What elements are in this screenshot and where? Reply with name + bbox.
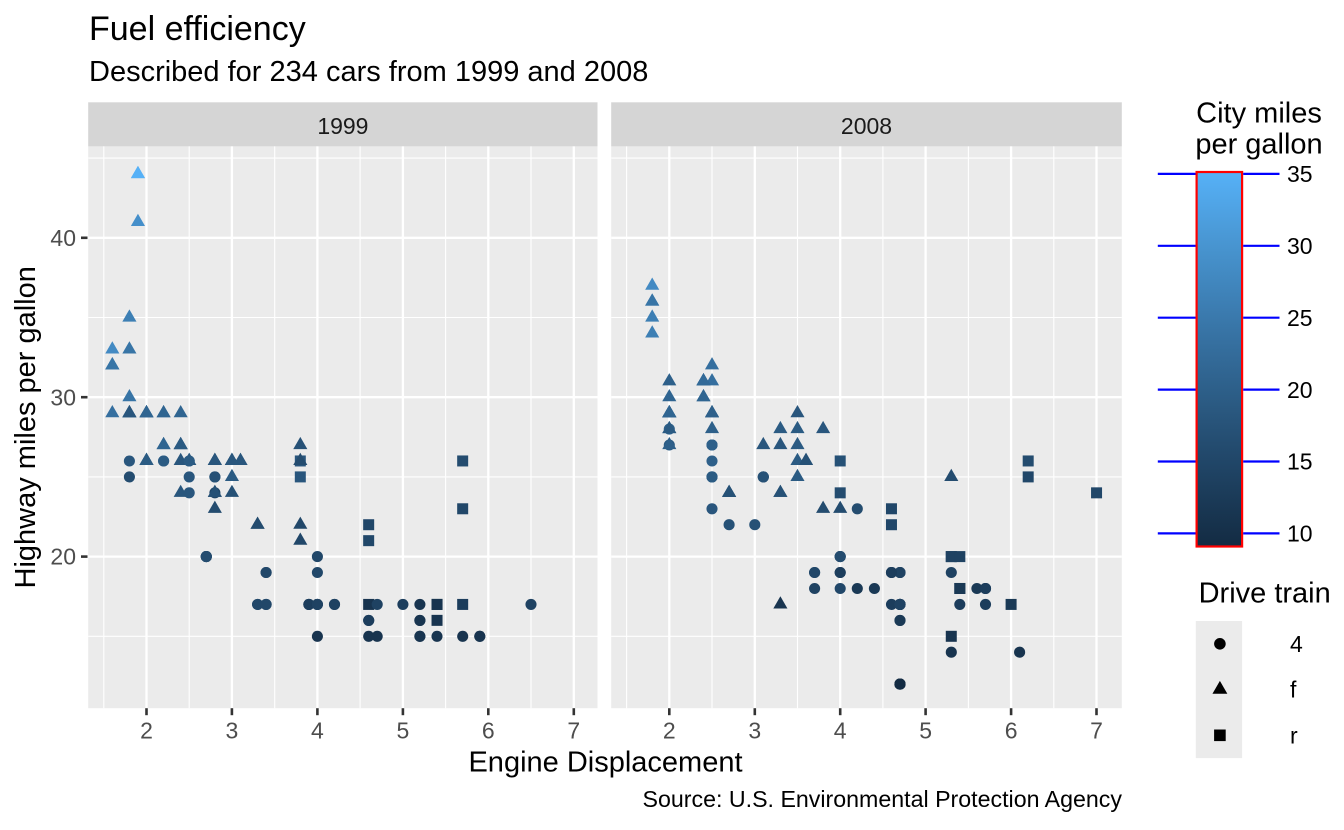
- svg-text:Engine Displacement: Engine Displacement: [468, 746, 742, 778]
- svg-text:Highway miles per gallon: Highway miles per gallon: [10, 266, 42, 588]
- svg-text:7: 7: [567, 718, 580, 744]
- svg-text:6: 6: [1005, 718, 1018, 744]
- svg-text:City miles: City miles: [1196, 98, 1322, 130]
- svg-text:7: 7: [1090, 718, 1103, 744]
- svg-text:20: 20: [1287, 377, 1313, 403]
- svg-text:10: 10: [1287, 521, 1313, 547]
- svg-text:Drive train: Drive train: [1199, 578, 1331, 610]
- svg-text:3: 3: [226, 718, 239, 744]
- svg-text:2: 2: [663, 718, 676, 744]
- svg-text:2: 2: [140, 718, 153, 744]
- svg-text:1999: 1999: [317, 113, 368, 139]
- svg-text:40: 40: [50, 225, 76, 251]
- svg-text:Fuel efficiency: Fuel efficiency: [89, 10, 306, 48]
- svg-text:30: 30: [50, 384, 76, 410]
- svg-text:35: 35: [1287, 161, 1313, 187]
- svg-text:6: 6: [482, 718, 495, 744]
- svg-text:2008: 2008: [841, 113, 892, 139]
- svg-text:5: 5: [397, 718, 410, 744]
- svg-text:4: 4: [1290, 631, 1303, 657]
- svg-text:3: 3: [748, 718, 761, 744]
- svg-text:per gallon: per gallon: [1195, 128, 1322, 160]
- svg-text:30: 30: [1287, 233, 1313, 259]
- svg-text:f: f: [1290, 677, 1297, 703]
- svg-text:r: r: [1290, 722, 1298, 748]
- svg-text:Described for 234 cars from 19: Described for 234 cars from 1999 and 200…: [89, 56, 648, 88]
- svg-text:4: 4: [311, 718, 324, 744]
- svg-text:20: 20: [50, 544, 76, 570]
- svg-text:4: 4: [834, 718, 847, 744]
- svg-text:5: 5: [919, 718, 932, 744]
- svg-text:Source: U.S. Environmental Pro: Source: U.S. Environmental Protection Ag…: [643, 786, 1123, 812]
- svg-text:15: 15: [1287, 449, 1313, 475]
- svg-text:25: 25: [1287, 305, 1313, 331]
